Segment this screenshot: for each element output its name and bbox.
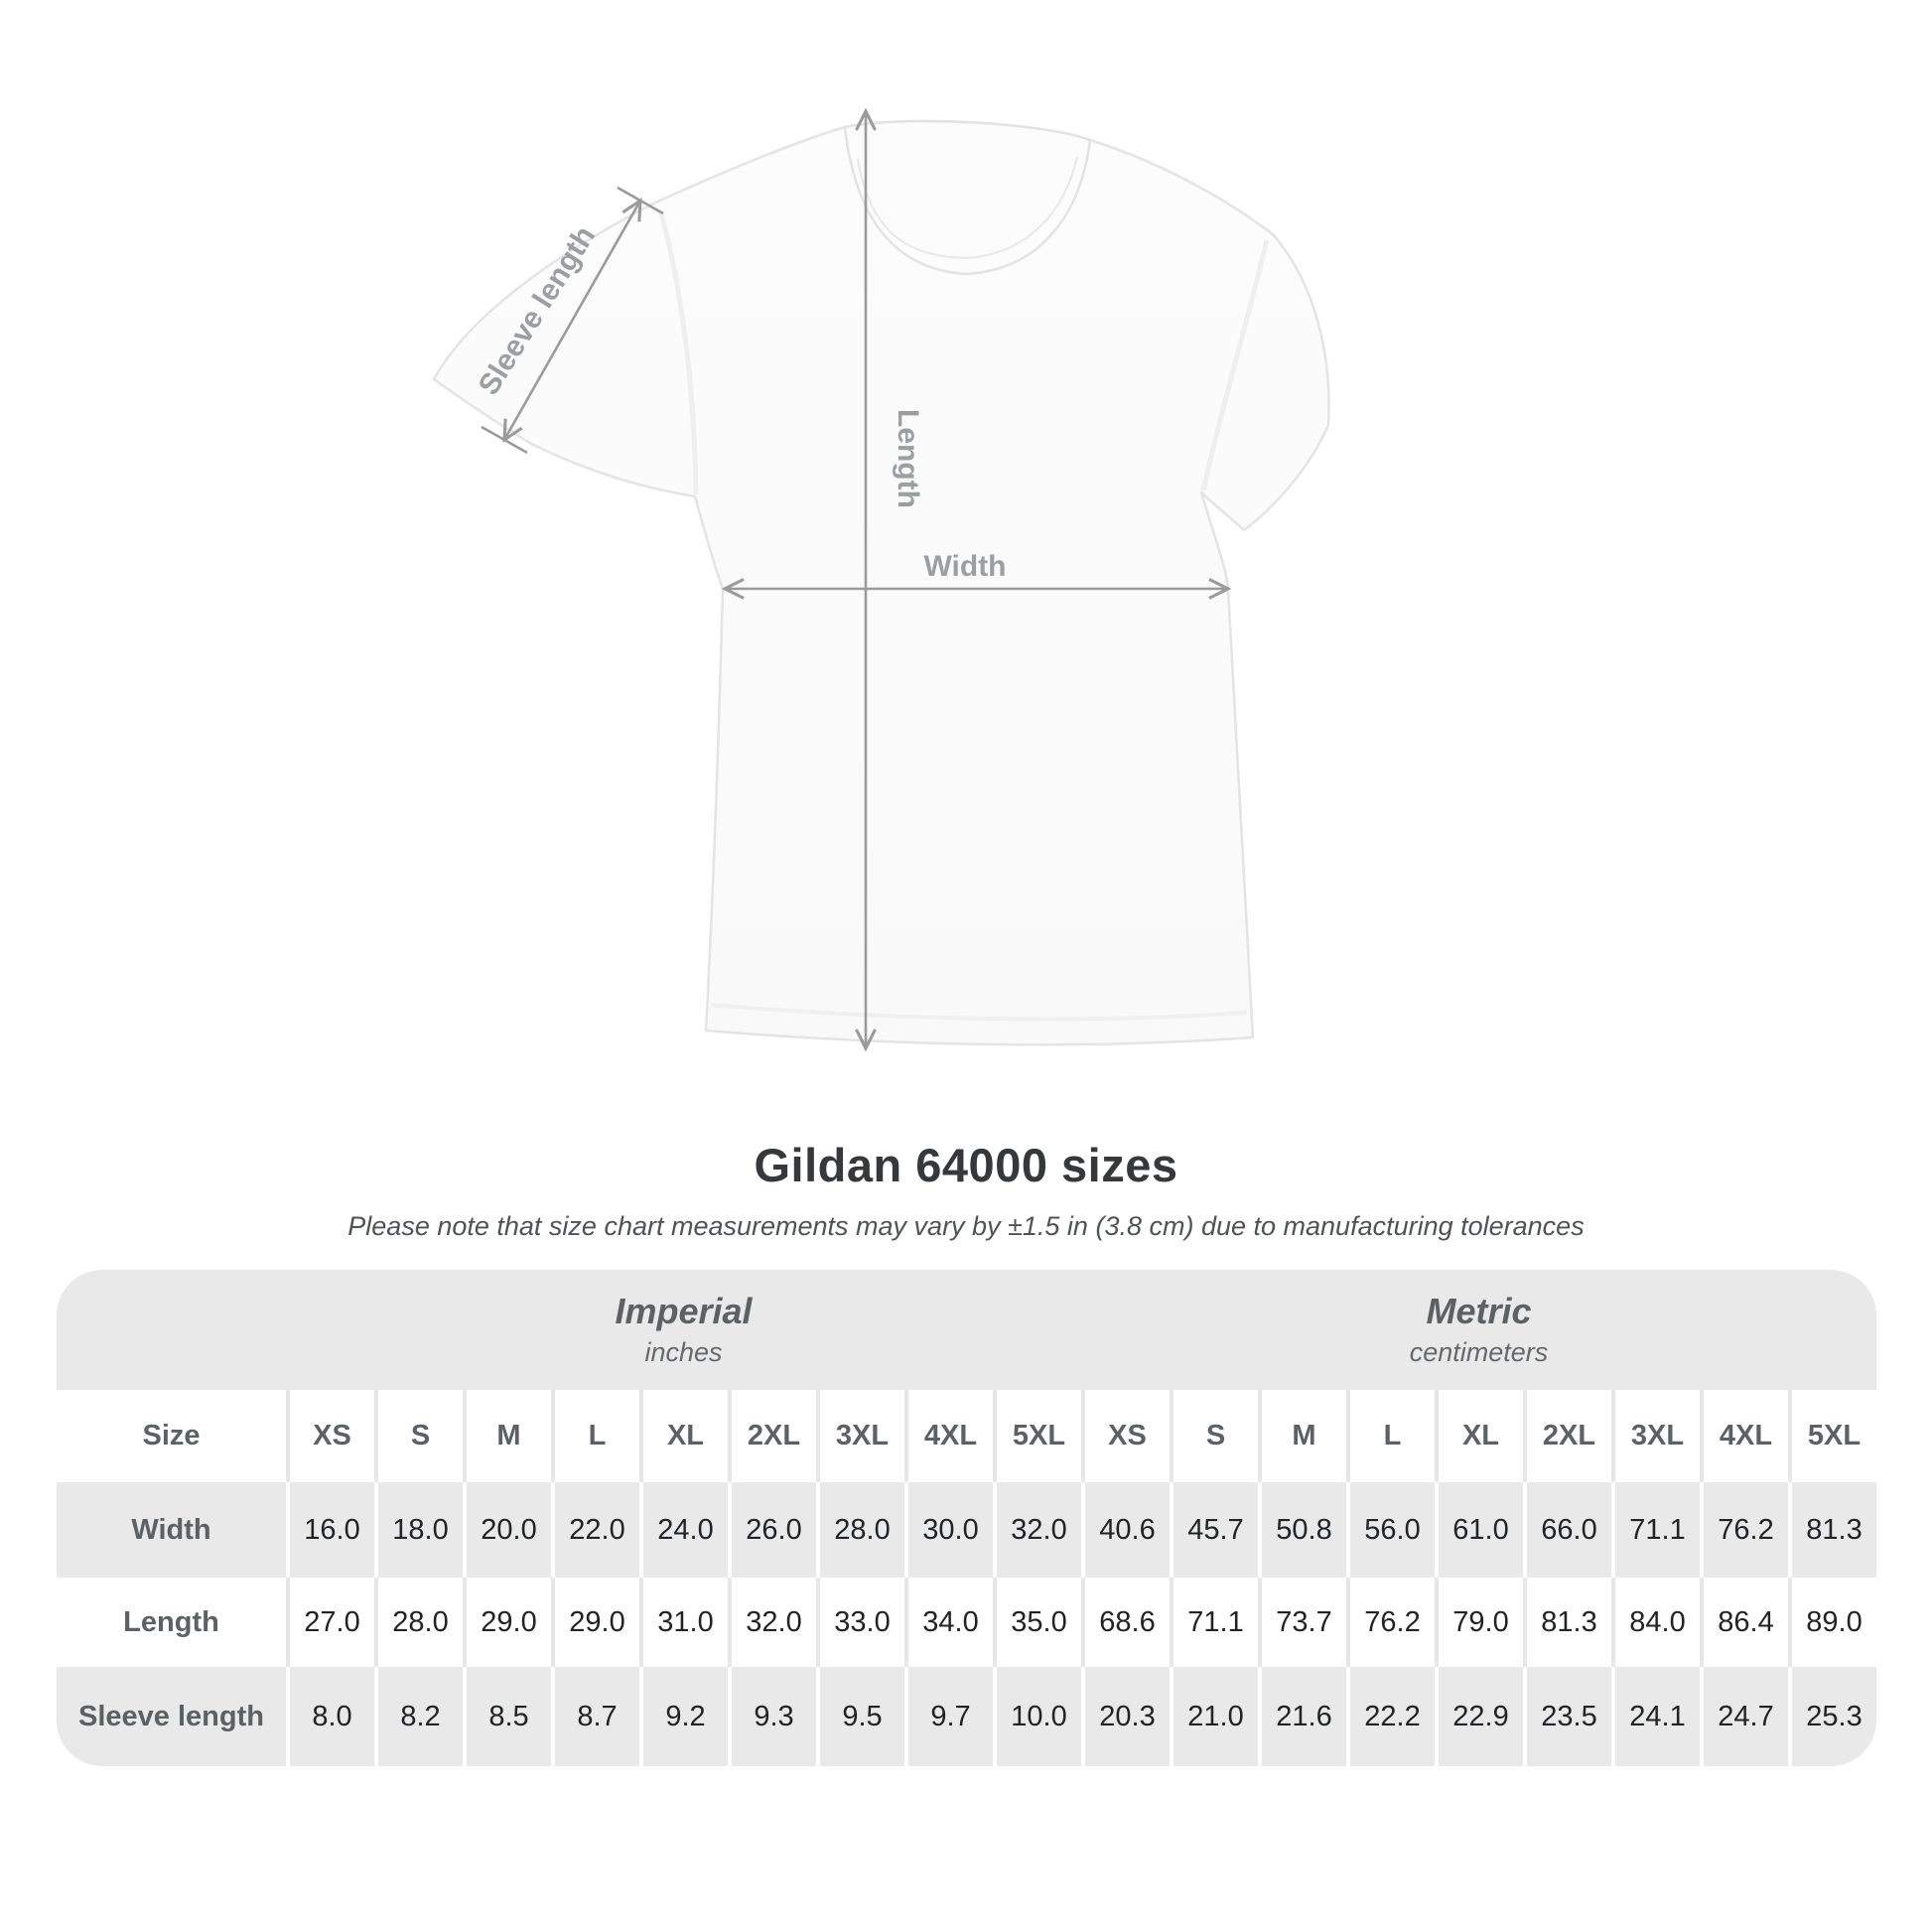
measurement-arrows: [481, 107, 1232, 1052]
metric-unit-label: centimeters: [1409, 1337, 1549, 1367]
table-cell: 8.2: [374, 1667, 463, 1766]
size-header-cell: 4XL: [1700, 1390, 1788, 1482]
sleeve-arrow-start-tick: [481, 425, 528, 455]
table-cell: 89.0: [1788, 1578, 1876, 1667]
table-cell: 61.0: [1435, 1482, 1523, 1578]
imperial-unit-label: inches: [644, 1337, 723, 1367]
table-cell: 71.1: [1170, 1578, 1258, 1667]
size-header-cell: L: [551, 1390, 639, 1482]
unit-group-imperial: Imperial inches: [286, 1270, 1081, 1390]
size-header-cell: M: [1258, 1390, 1346, 1482]
size-header-cell: S: [374, 1390, 463, 1482]
table-cell: 31.0: [639, 1578, 728, 1667]
table-cell: 86.4: [1700, 1578, 1788, 1667]
table-cell: 81.3: [1523, 1578, 1611, 1667]
table-cell: 66.0: [1523, 1482, 1611, 1578]
length-row: Length 27.0 28.0 29.0 29.0 31.0 32.0 33.…: [57, 1578, 1876, 1667]
table-cell: 8.5: [463, 1667, 551, 1766]
size-column-header: Size: [142, 1420, 201, 1451]
size-header-cell: L: [1346, 1390, 1435, 1482]
table-cell: 28.0: [374, 1578, 463, 1667]
table-cell: 73.7: [1258, 1578, 1346, 1667]
table-cell: 25.3: [1788, 1667, 1876, 1766]
table-cell: 81.3: [1788, 1482, 1876, 1578]
table-cell: 9.3: [728, 1667, 816, 1766]
size-header-cell: XS: [1081, 1390, 1170, 1482]
table-cell: 21.0: [1170, 1667, 1258, 1766]
table-cell: 56.0: [1346, 1482, 1435, 1578]
size-header-cell: 4XL: [904, 1390, 993, 1482]
table-cell: 30.0: [904, 1482, 993, 1578]
table-cell: 10.0: [993, 1667, 1081, 1766]
table-cell: 29.0: [463, 1578, 551, 1667]
size-header-cell: XS: [286, 1390, 374, 1482]
width-label: Width: [923, 550, 1006, 583]
size-header-cell: 3XL: [816, 1390, 904, 1482]
table-cell: 20.3: [1081, 1667, 1170, 1766]
imperial-label: Imperial: [615, 1291, 753, 1331]
table-cell: 21.6: [1258, 1667, 1346, 1766]
size-header-cell: 5XL: [993, 1390, 1081, 1482]
table-cell: 22.0: [551, 1482, 639, 1578]
table-cell: 34.0: [904, 1578, 993, 1667]
row-label-length: Length: [123, 1605, 219, 1638]
table-cell: 33.0: [816, 1578, 904, 1667]
size-header-cell: 2XL: [1523, 1390, 1611, 1482]
table-cell: 24.7: [1700, 1667, 1788, 1766]
table-cell: 27.0: [286, 1578, 374, 1667]
table-cell: 20.0: [463, 1482, 551, 1578]
table-cell: 9.5: [816, 1667, 904, 1766]
size-header-cell: S: [1170, 1390, 1258, 1482]
sleeve-arrow-end-tick: [617, 186, 664, 215]
table-cell: 32.0: [728, 1578, 816, 1667]
tshirt-diagram: Sleeve length Length Width: [432, 107, 1330, 1052]
size-header-cell: M: [463, 1390, 551, 1482]
table-cell: 16.0: [286, 1482, 374, 1578]
table-cell: 84.0: [1611, 1578, 1700, 1667]
table-cell: 79.0: [1435, 1578, 1523, 1667]
row-label-width: Width: [131, 1513, 211, 1546]
table-cell: 76.2: [1346, 1578, 1435, 1667]
page-subtitle: Please note that size chart measurements…: [347, 1211, 1585, 1241]
table-cell: 24.1: [1611, 1667, 1700, 1766]
unit-group-spacer: [57, 1270, 286, 1390]
table-cell: 50.8: [1258, 1482, 1346, 1578]
row-label-sleeve-length: Sleeve length: [78, 1700, 264, 1732]
table-cell: 29.0: [551, 1578, 639, 1667]
table-cell: 76.2: [1700, 1482, 1788, 1578]
table-cell: 45.7: [1170, 1482, 1258, 1578]
page-title: Gildan 64000 sizes: [754, 1139, 1178, 1191]
metric-label: Metric: [1426, 1291, 1532, 1331]
table-cell: 9.2: [639, 1667, 728, 1766]
sleeve-length-row: Sleeve length 8.0 8.2 8.5 8.7 9.2 9.3 9.…: [57, 1667, 1876, 1766]
size-header-cell: XL: [639, 1390, 728, 1482]
table-cell: 26.0: [728, 1482, 816, 1578]
table-cell: 32.0: [993, 1482, 1081, 1578]
table-cell: 8.7: [551, 1667, 639, 1766]
table-cell: 35.0: [993, 1578, 1081, 1667]
size-header-cell: XL: [1435, 1390, 1523, 1482]
size-header-row: Size XS S M L XL 2XL 3XL 4XL 5XL XS S M …: [57, 1390, 1876, 1482]
size-header-cell: 3XL: [1611, 1390, 1700, 1482]
size-header-cell: 5XL: [1788, 1390, 1876, 1482]
size-table: Imperial inches Metric centimeters Size …: [57, 1270, 1876, 1766]
table-cell: 28.0: [816, 1482, 904, 1578]
unit-group-header-row: Imperial inches Metric centimeters: [57, 1270, 1876, 1390]
width-row: Width 16.0 18.0 20.0 22.0 24.0 26.0 28.0…: [57, 1482, 1876, 1578]
table-cell: 8.0: [286, 1667, 374, 1766]
table-cell: 22.2: [1346, 1667, 1435, 1766]
table-cell: 9.7: [904, 1667, 993, 1766]
table-cell: 40.6: [1081, 1482, 1170, 1578]
length-label: Length: [892, 409, 924, 508]
table-cell: 68.6: [1081, 1578, 1170, 1667]
size-header-cell: 2XL: [728, 1390, 816, 1482]
table-cell: 22.9: [1435, 1667, 1523, 1766]
sleeve-length-arrow: [502, 197, 642, 444]
table-cell: 71.1: [1611, 1482, 1700, 1578]
table-cell: 23.5: [1523, 1667, 1611, 1766]
table-cell: 24.0: [639, 1482, 728, 1578]
unit-group-metric: Metric centimeters: [1081, 1270, 1876, 1390]
table-cell: 18.0: [374, 1482, 463, 1578]
